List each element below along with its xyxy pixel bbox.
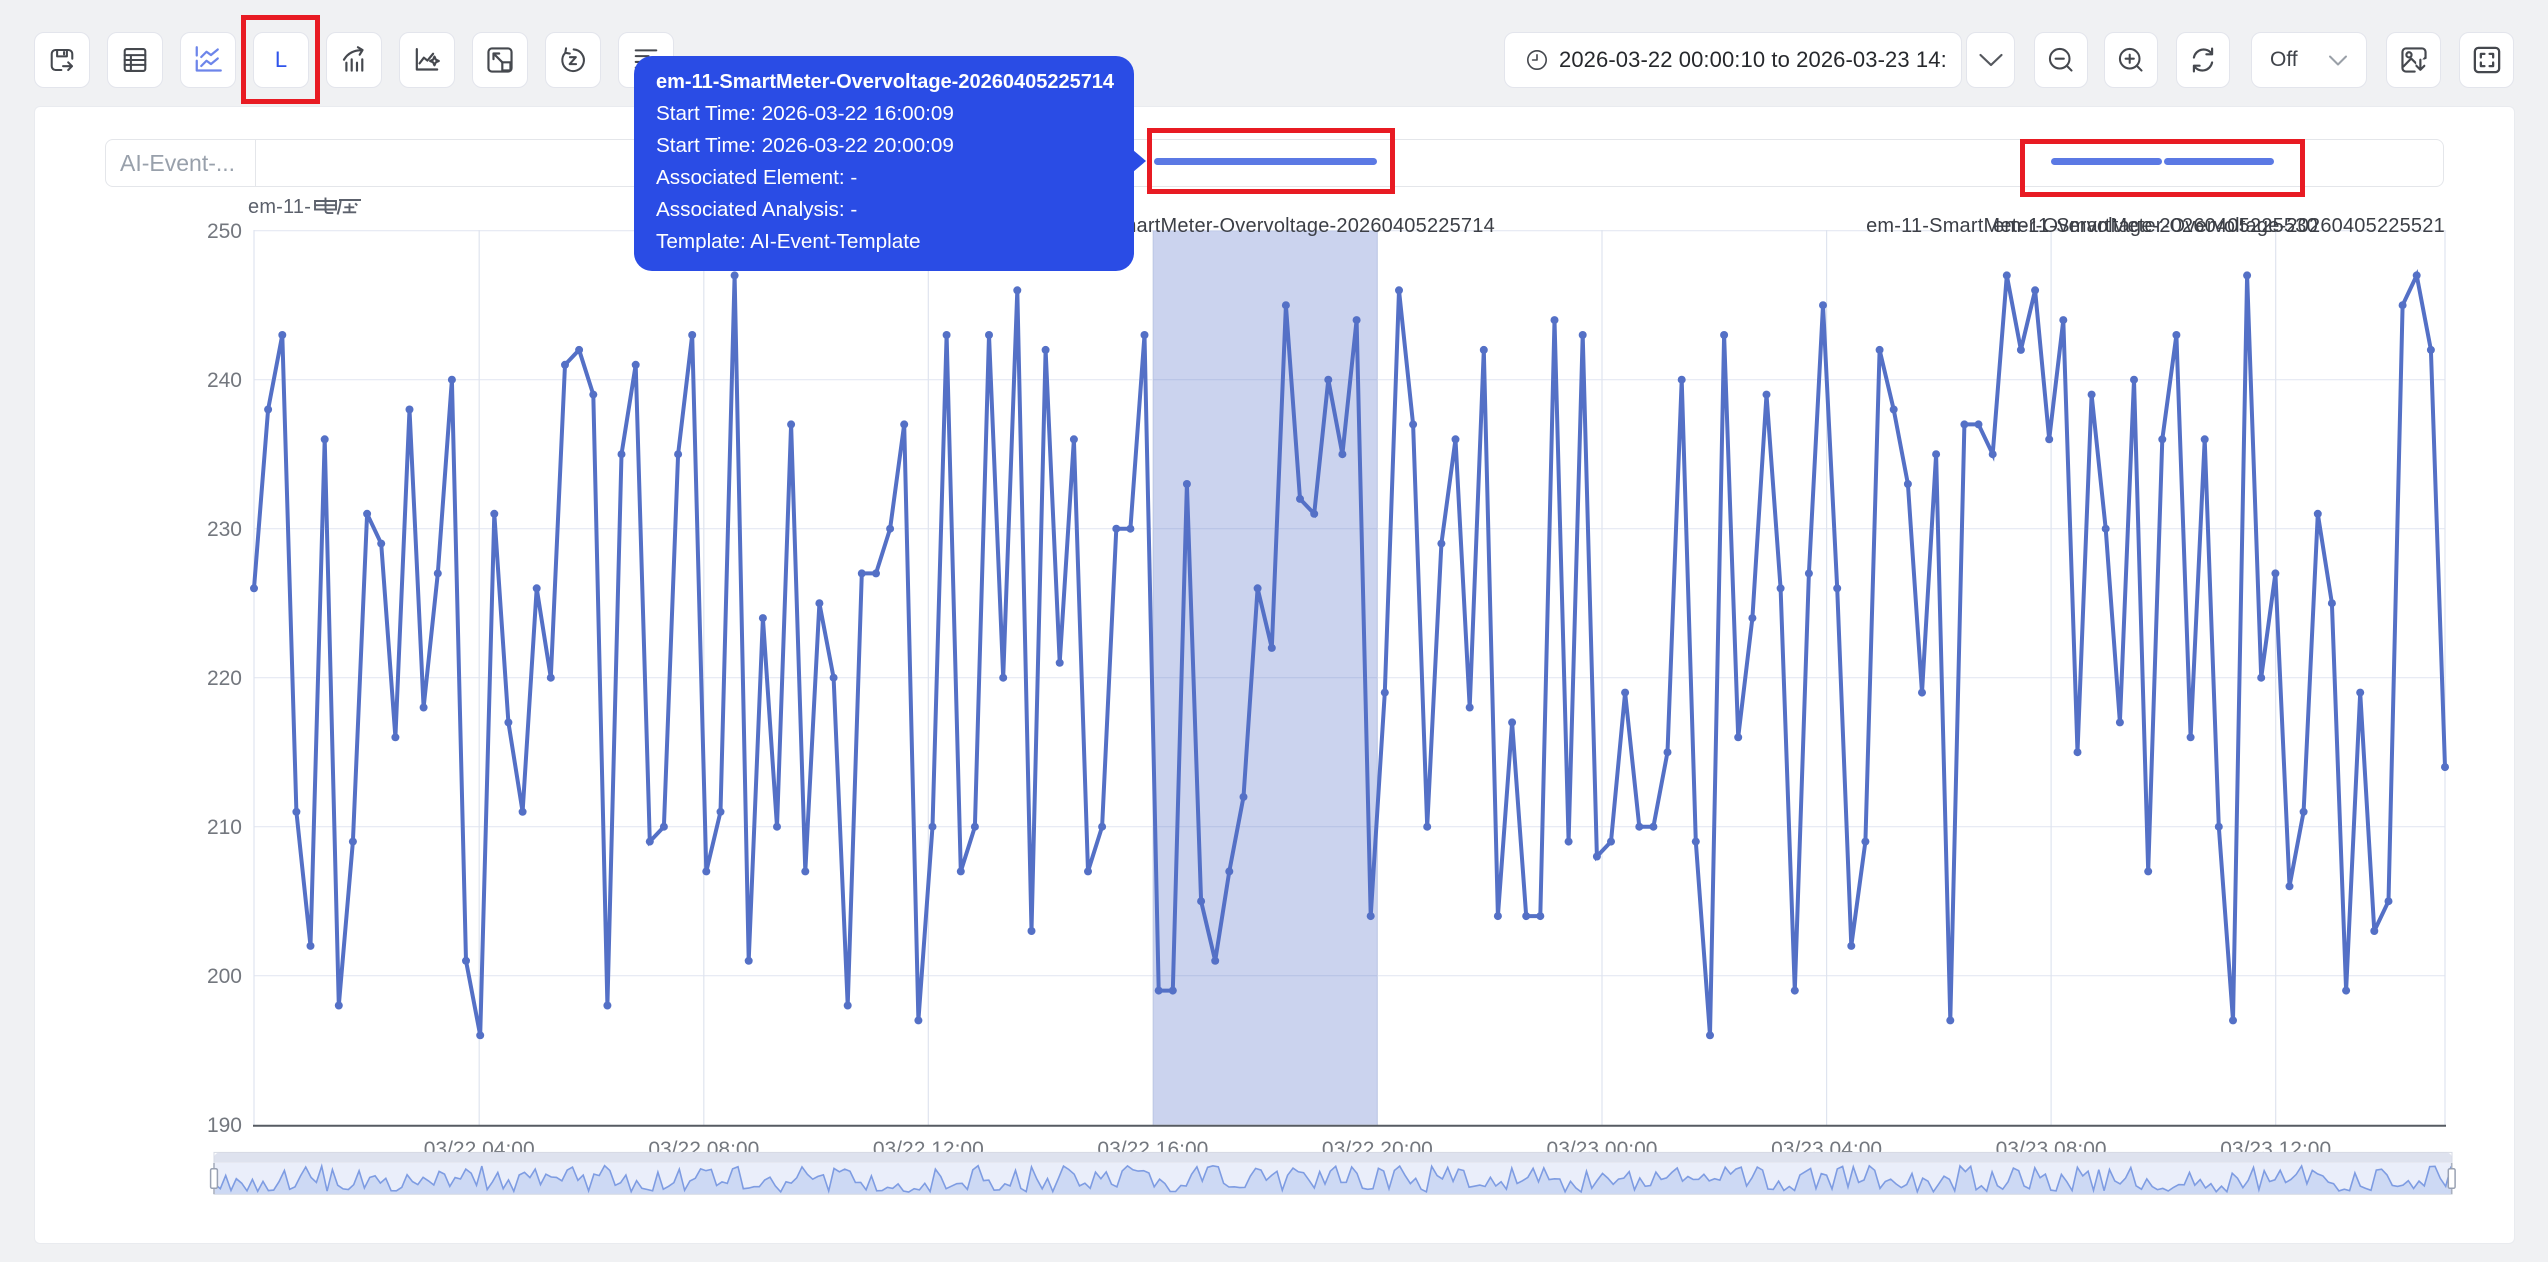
svg-text:190: 190 xyxy=(207,1114,242,1137)
svg-text:240: 240 xyxy=(207,369,242,392)
svg-text:200: 200 xyxy=(207,965,242,988)
svg-text:250: 250 xyxy=(207,220,242,243)
svg-text:em-11-SmartMeter-Overvoltage-2: em-11-SmartMeter-Overvoltage-20260405225… xyxy=(1043,215,1495,237)
svg-text:em-11-SmartMeter-Overvoltage-2: em-11-SmartMeter-Overvoltage-20260405225… xyxy=(1993,215,2445,237)
svg-text:210: 210 xyxy=(207,816,242,839)
svg-text:220: 220 xyxy=(207,667,242,690)
svg-text:230: 230 xyxy=(207,518,242,541)
svg-text:em-11-SmartMeter-Overvoltage-2: em-11-SmartMeter-Overvoltage-20260405225… xyxy=(1866,215,2318,237)
svg-text:em-11-: em-11- xyxy=(248,196,311,218)
